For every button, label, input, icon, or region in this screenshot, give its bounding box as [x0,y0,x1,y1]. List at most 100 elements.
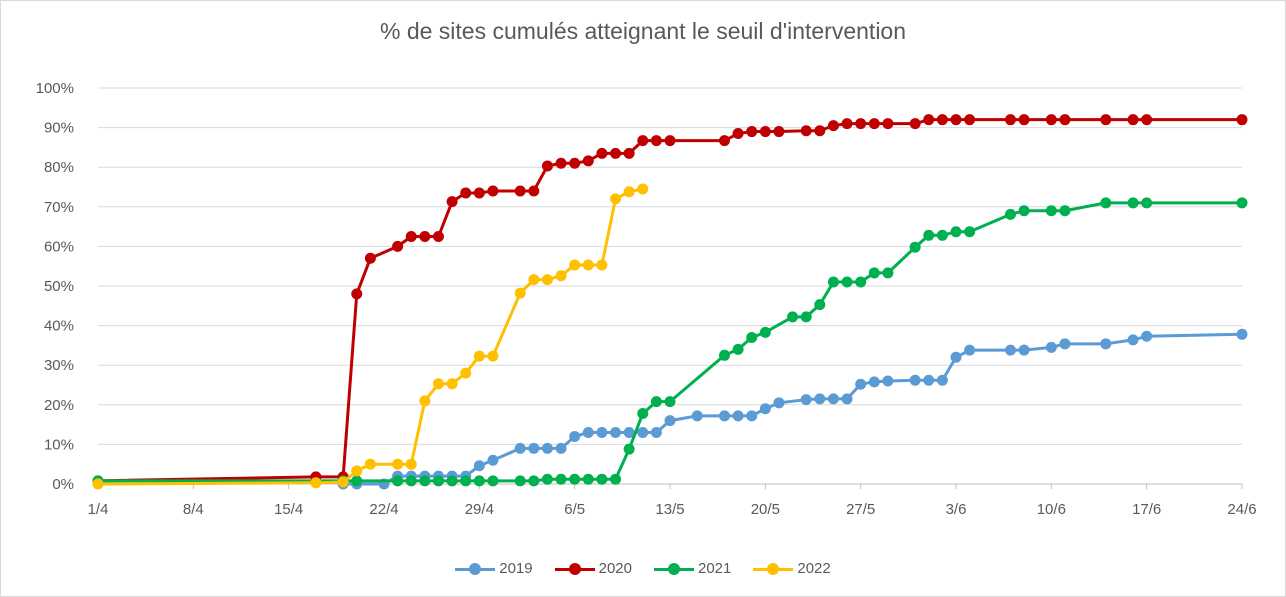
data-point-2020 [1004,114,1016,126]
data-point-2022 [582,259,594,271]
data-point-2019 [528,442,540,454]
data-point-2019 [759,403,771,415]
data-point-2020 [800,125,812,137]
data-point-2019 [773,397,785,409]
data-point-2020 [868,118,880,130]
data-point-2021 [800,311,812,323]
data-point-2019 [596,427,608,439]
data-point-2020 [405,231,417,242]
y-tick-label: 10% [44,436,74,453]
data-point-2019 [909,374,921,386]
x-tick-label: 24/6 [1227,501,1256,518]
data-point-2021 [759,326,771,338]
data-point-2021 [814,299,826,311]
data-point-2019 [582,427,594,439]
data-point-2022 [419,395,431,407]
data-point-2022 [364,458,376,470]
data-point-2020 [582,155,594,167]
data-point-2020 [1127,114,1139,126]
y-tick-label: 80% [44,159,74,176]
data-point-2020 [855,118,867,130]
series-2020 [92,114,1248,487]
legend-swatch [753,562,794,575]
data-point-2019 [1100,338,1112,350]
data-point-2019 [882,375,894,387]
series-2022 [92,183,649,490]
data-point-2021 [882,267,894,279]
data-point-2022 [473,350,485,362]
series-2019 [337,328,1248,490]
data-point-2022 [623,186,635,198]
data-point-2019 [855,378,867,390]
data-point-2020 [569,157,581,169]
data-point-2020 [732,128,744,140]
data-point-2020 [364,252,376,264]
data-point-2019 [1236,328,1248,340]
data-point-2022 [569,259,581,271]
data-point-2020 [1141,114,1153,126]
data-point-2020 [637,135,649,147]
legend-label: 2019 [499,560,533,577]
y-tick-label: 100% [36,80,74,97]
legend-item-2021: 2021 [654,560,731,577]
data-point-2021 [623,443,635,455]
y-tick-label: 90% [44,120,74,137]
axes: 0% 10% 20% 30% 40% 50% 60% 70% 80% 90% 100% 1/4 8/4 1… [36,80,1257,518]
data-point-2021 [419,475,431,487]
data-point-2019 [514,442,526,454]
data-point-2020 [528,185,540,197]
data-point-2021 [610,473,622,485]
x-tick-label: 22/4 [369,501,398,518]
data-point-2021 [964,226,976,238]
series-line-2020 [97,118,1242,483]
data-point-2022 [610,193,622,205]
data-point-2021 [569,473,581,485]
data-point-2019 [691,410,703,422]
data-point-2020 [964,114,976,126]
data-point-2021 [514,475,526,487]
data-point-2021 [392,475,404,487]
data-point-2019 [1045,341,1057,353]
data-point-2019 [964,344,976,356]
series-line-2022 [97,187,644,486]
legend-swatch [654,562,694,575]
data-point-2021 [1018,205,1030,217]
data-point-2020 [718,135,730,147]
data-point-2020 [432,231,444,242]
data-point-2021 [841,276,853,288]
data-point-2021 [827,276,839,288]
data-point-2020 [950,114,962,126]
data-point-2021 [473,475,485,487]
y-tick-label: 50% [44,278,74,295]
y-tick-label: 0% [52,476,74,493]
data-point-2019 [1018,344,1030,356]
data-point-2019 [923,374,935,386]
data-point-2021 [936,229,948,241]
data-point-2021 [787,311,799,323]
data-point-2020 [1018,114,1030,126]
data-point-2021 [637,408,649,420]
data-point-2021 [596,473,608,485]
data-point-2021 [1236,197,1248,209]
legend-item-2022: 2022 [753,560,831,577]
x-tick-label: 6/5 [564,501,585,518]
data-point-2021 [460,475,472,487]
data-point-2019 [1059,338,1071,350]
data-point-2019 [868,376,880,388]
data-point-2021 [1045,205,1057,217]
data-point-2020 [923,114,935,126]
data-point-2020 [596,147,608,159]
data-point-2020 [882,118,894,130]
data-point-2019 [732,410,744,422]
data-point-2020 [827,120,839,132]
data-point-2019 [1004,344,1016,356]
data-point-2021 [664,396,676,408]
data-point-2020 [909,118,921,130]
data-point-2021 [432,475,444,487]
data-point-2021 [855,276,867,288]
data-point-2021 [528,475,540,487]
x-tick-label: 1/4 [88,501,109,518]
data-point-2022 [460,367,472,379]
